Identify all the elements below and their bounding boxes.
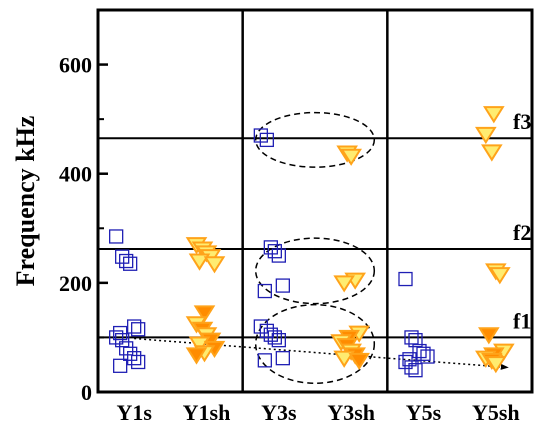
- square-marker: [267, 244, 282, 259]
- reference-lines: [98, 137, 532, 339]
- cluster-ellipse: [254, 303, 376, 385]
- reference-label-f2: f2: [513, 220, 531, 245]
- x-tick-label: Y5s: [406, 400, 442, 425]
- cluster-ellipse: [254, 237, 376, 305]
- triangle-marker: [203, 256, 226, 274]
- square-marker: [267, 330, 282, 345]
- reference-label-f1: f1: [513, 308, 531, 333]
- square-marker: [123, 256, 138, 271]
- square-marker: [408, 363, 423, 378]
- plot-frame: [96, 8, 534, 394]
- triangle-marker: [481, 144, 503, 162]
- square-marker: [420, 349, 435, 364]
- square-marker: [257, 283, 272, 299]
- y-tick-label: 200: [59, 271, 92, 296]
- x-tick-label: Y3sh: [327, 400, 375, 425]
- triangle-marker: [193, 305, 216, 323]
- x-tick-label: Y1sh: [183, 400, 231, 425]
- y-axis: 0 200 400 600: [59, 53, 108, 405]
- square-marker: [398, 271, 413, 287]
- triangle-marker: [348, 352, 370, 371]
- square-marker: [404, 360, 419, 375]
- cluster-ellipse: [254, 111, 376, 168]
- triangle-marker: [483, 106, 505, 124]
- square-marker: [127, 319, 142, 334]
- triangle-marker: [188, 253, 211, 271]
- triangle-marker: [333, 350, 355, 368]
- square-marker: [275, 278, 290, 293]
- y-tick-label: 400: [59, 162, 92, 187]
- triangle-marker: [485, 356, 507, 374]
- square-marker: [416, 346, 431, 361]
- square-marker: [109, 229, 124, 244]
- square-marker: [412, 343, 427, 359]
- square-marker: [119, 341, 134, 356]
- square-marker: [263, 327, 278, 342]
- square-marker: [263, 240, 278, 255]
- square-marker: [259, 132, 274, 148]
- y-tick-label: 0: [81, 380, 92, 405]
- y-tick-label: 600: [59, 53, 92, 78]
- triangle-marker: [489, 267, 511, 285]
- triangle-marker: [185, 347, 208, 365]
- square-marker: [131, 322, 146, 337]
- square-marker: [127, 351, 142, 366]
- square-marker: [271, 248, 286, 263]
- x-tick-label: Y3s: [261, 400, 297, 425]
- square-marker: [123, 346, 138, 361]
- triangle-marker: [340, 148, 362, 166]
- square-marker: [119, 253, 134, 269]
- cluster-ellipses: [254, 111, 376, 385]
- x-tick-label: Y5sh: [472, 400, 520, 425]
- x-tick-label: Y1s: [116, 400, 152, 425]
- square-marker: [113, 358, 128, 373]
- square-marker: [271, 333, 286, 348]
- square-marker: [404, 330, 419, 345]
- square-marker: [115, 333, 130, 348]
- category-dividers: [241, 10, 389, 392]
- triangle-marker: [475, 126, 497, 145]
- y-axis-title: Frequency kHz: [11, 116, 40, 287]
- data-points: [109, 106, 515, 378]
- reference-labels: f3 f2 f1: [513, 109, 531, 333]
- square-marker: [131, 354, 146, 370]
- x-axis: Y1s Y1sh Y3s Y3sh Y5s Y5sh: [116, 400, 519, 425]
- square-marker: [275, 351, 290, 366]
- triangle-marker: [333, 275, 355, 293]
- reference-label-f3: f3: [513, 109, 531, 134]
- triangle-marker: [478, 327, 500, 345]
- square-marker: [257, 353, 272, 368]
- square-marker: [408, 333, 423, 348]
